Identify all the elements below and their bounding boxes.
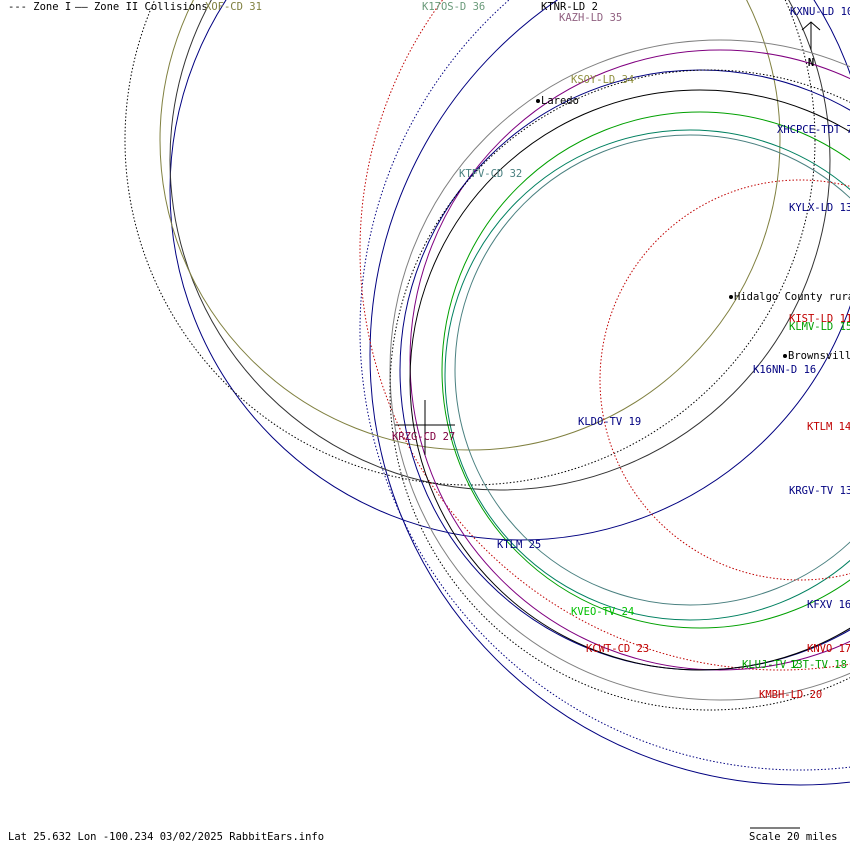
- station-label: 13T-TV 18: [790, 659, 847, 671]
- contour: [409, 49, 850, 671]
- station-label: KLUJ-TV 2: [742, 659, 799, 671]
- station-label: KTLM 25: [497, 539, 541, 551]
- contour: [369, 0, 850, 786]
- station-label: KIST-LD 11: [789, 313, 850, 325]
- station-label: KAZH-LD 35: [559, 12, 622, 24]
- scale: Scale 20 miles: [749, 831, 838, 843]
- city-label: Laredo: [541, 95, 579, 107]
- contour: [599, 179, 850, 581]
- station-label: KMBH-LD 20: [759, 689, 822, 701]
- contour: [124, 0, 816, 486]
- station-label: KTLM 14: [807, 421, 850, 433]
- city-dot: [536, 99, 540, 103]
- contour: [444, 129, 850, 621]
- compass: N: [808, 57, 814, 69]
- station-label: K16NN-D 16: [753, 364, 816, 376]
- contours: [124, 0, 850, 786]
- contour: [389, 69, 850, 711]
- contour: [409, 89, 850, 671]
- station-label: KYLX-LD 13: [789, 202, 850, 214]
- city-dot: [783, 354, 787, 358]
- city-label: Hidalgo County rural: [734, 291, 850, 303]
- contour: [441, 111, 850, 629]
- station-label: KTNR-LD 2: [541, 1, 598, 13]
- compass-arrow: [801, 21, 821, 31]
- station-label: KRGV-TV 13: [789, 485, 850, 497]
- city-label: Brownsville: [788, 350, 850, 362]
- legend-zone2: —— Zone II Collisions: [75, 1, 208, 13]
- station-label: KTFV-CD 32: [459, 168, 522, 180]
- station-label: KXNU-LD 10: [790, 6, 850, 18]
- contour: [159, 0, 781, 451]
- city-dot: [729, 295, 733, 299]
- station-label: KNVO 17: [807, 643, 850, 655]
- contour: [359, 0, 850, 771]
- station-label: KRZG-CD 27: [392, 431, 455, 443]
- contour: [169, 0, 850, 541]
- station-label: K17OS-D 36: [422, 1, 485, 13]
- station-label: KLMV-LD 15: [789, 321, 850, 333]
- station-label: XHCPCE-TDT 7: [777, 124, 850, 136]
- contour: [389, 39, 850, 701]
- status: Lat 25.632 Lon -100.234 03/02/2025 Rabbi…: [8, 831, 324, 843]
- contour: [454, 134, 850, 606]
- station-label: KVEO-TV 24: [571, 606, 634, 618]
- legend-zone1: --- Zone I: [8, 1, 71, 13]
- station-label: XOF-CD 31: [205, 1, 262, 13]
- station-label: KLDO-TV 19: [578, 416, 641, 428]
- station-label: KSOY-LD 34: [571, 74, 634, 86]
- station-label: KCWT-CD 23: [586, 643, 649, 655]
- station-label: KFXV 16: [807, 599, 850, 611]
- contour: [169, 0, 831, 491]
